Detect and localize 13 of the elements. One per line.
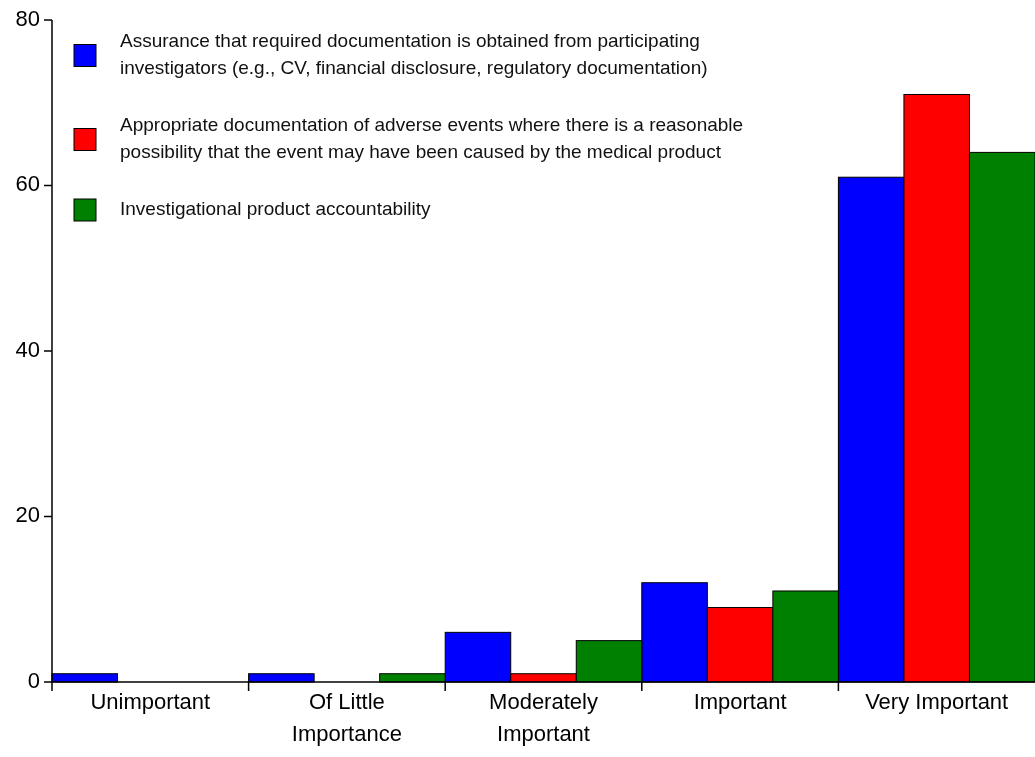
x-tick-label: Important [693, 689, 787, 714]
y-tick-label: 40 [15, 336, 40, 362]
x-tick-label: Very Important [865, 689, 1009, 714]
legend-label: Appropriate documentation of adverse events where there is a reasonable possibility that the event may have been caused by the medical product [120, 114, 744, 163]
legend-label: Assurance that required documentation is obtained from participating investigators (e.g., CV, financial disclosure, regulatory documentation) [120, 30, 708, 79]
x-tick-label: Of Little Importance [291, 689, 402, 746]
y-tick-label: 60 [15, 171, 40, 197]
y-tick-label: 80 [15, 5, 40, 31]
y-tick-label: 0 [27, 667, 40, 693]
x-tick-label: Unimportant [90, 689, 211, 714]
legend-label: Investigational product accountability [120, 198, 432, 220]
y-tick-label: 20 [15, 502, 40, 528]
x-tick-label: Moderately Important [489, 689, 598, 746]
